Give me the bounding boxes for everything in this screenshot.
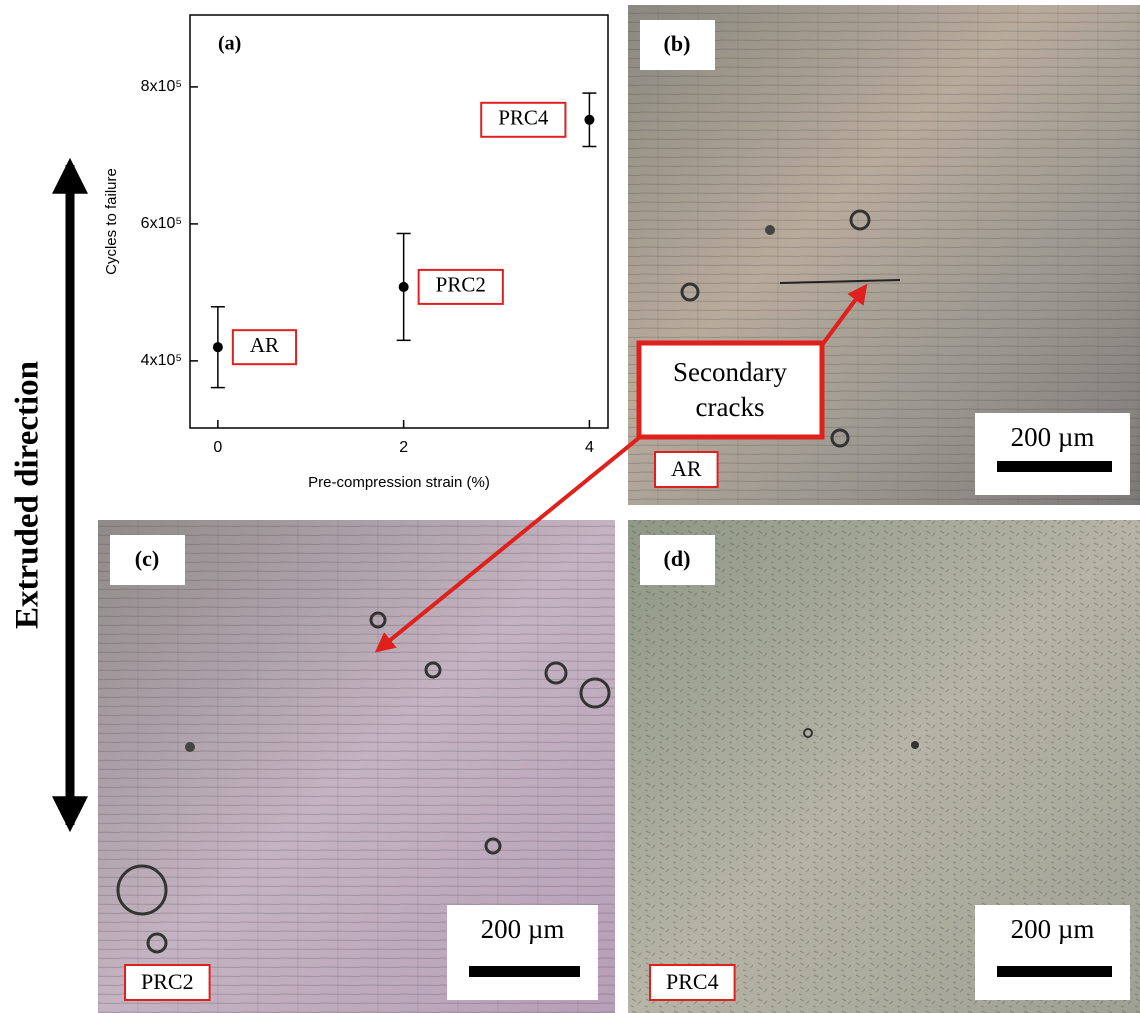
- scale-label: 200 µm: [481, 914, 565, 944]
- plot-frame: [190, 15, 608, 428]
- scale-bar: [997, 461, 1112, 472]
- figure: (a) Pre-compression strain (%) Cycles to f…: [0, 0, 1140, 1013]
- panel-label: (b): [664, 31, 691, 56]
- callout-text: cracks: [696, 392, 765, 422]
- panel-label: (d): [664, 546, 691, 571]
- x-tick-label: 2: [399, 439, 408, 456]
- scale-bar: [997, 966, 1112, 977]
- x-tick-label: 0: [213, 439, 222, 456]
- data-point: [399, 282, 409, 292]
- sample-label: PRC4: [666, 969, 719, 994]
- point-label: PRC2: [436, 273, 486, 297]
- scale-label: 200 µm: [1011, 914, 1095, 944]
- y-axis-label: Cycles to failure: [103, 168, 120, 275]
- panel-label: (c): [135, 546, 159, 571]
- y-tick-label: 8x10⁵: [141, 78, 182, 95]
- y-tick-label: 4x10⁵: [141, 352, 182, 369]
- scale-label: 200 µm: [1011, 422, 1095, 452]
- side-label: Extruded direction: [10, 361, 46, 629]
- scale-bar: [469, 966, 580, 977]
- callout-text: Secondary: [673, 357, 787, 387]
- panel-label: (a): [218, 33, 241, 55]
- point-label: AR: [250, 333, 279, 357]
- x-axis-label: Pre-compression strain (%): [308, 474, 490, 491]
- data-point: [584, 115, 594, 125]
- sample-label: PRC2: [141, 969, 194, 994]
- data-point: [213, 342, 223, 352]
- sample-label: AR: [671, 456, 702, 481]
- chart: (a) Pre-compression strain (%) Cycles to f…: [103, 33, 596, 491]
- y-tick-label: 6x10⁵: [141, 215, 182, 232]
- point-label: PRC4: [498, 106, 549, 130]
- x-tick-label: 4: [585, 439, 594, 456]
